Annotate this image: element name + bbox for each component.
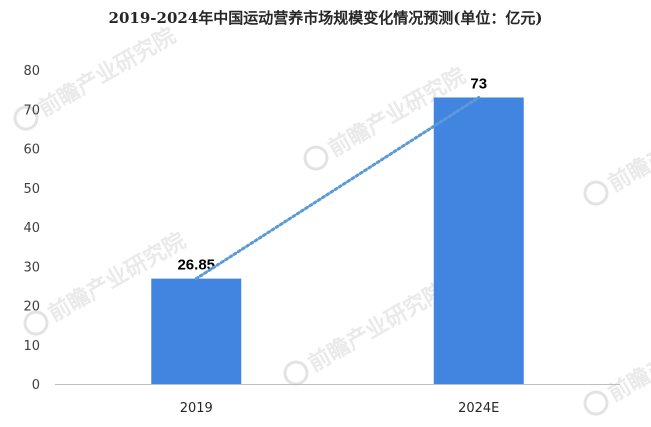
watermark-text: 前瞻产业研究院 [34,23,180,123]
y-tick-label: 50 [23,182,40,197]
y-tick-label: 0 [32,378,40,393]
y-tick-label: 70 [23,103,40,118]
watermark-text: 前瞻产业研究院 [604,308,651,408]
chart-title: 2019-2024年中国运动营养市场规模变化情况预测(单位：亿元) [108,9,543,27]
watermark-logo-icon [583,390,609,416]
y-tick-label: 80 [23,64,40,79]
trend-line [194,95,481,281]
y-tick-label: 10 [23,339,40,354]
data-label: 73 [470,75,487,92]
bar-2024E [433,97,524,384]
watermark: 前瞻产业研究院 [583,308,651,416]
watermark-text: 前瞻产业研究院 [304,278,450,378]
watermark-logo-icon [583,180,609,206]
y-tick-label: 20 [23,300,40,315]
watermark: 前瞻产业研究院 [583,98,651,206]
y-tick-label: 30 [23,260,40,275]
watermark-logo-icon [23,310,49,336]
watermark-logo-icon [13,105,39,131]
watermark: 前瞻产业研究院 [283,278,450,386]
y-tick-label: 60 [23,143,40,158]
watermark-logo-icon [283,360,309,386]
x-tick-label: 2019 [180,401,213,416]
watermark-text: 前瞻产业研究院 [604,98,651,198]
x-tick-label: 2024E [458,401,499,416]
y-tick-label: 40 [23,221,40,236]
watermark-logo-icon [303,145,329,171]
watermark: 前瞻产业研究院 [13,23,180,131]
bar-2019 [151,278,242,384]
data-label: 26.85 [177,257,215,274]
